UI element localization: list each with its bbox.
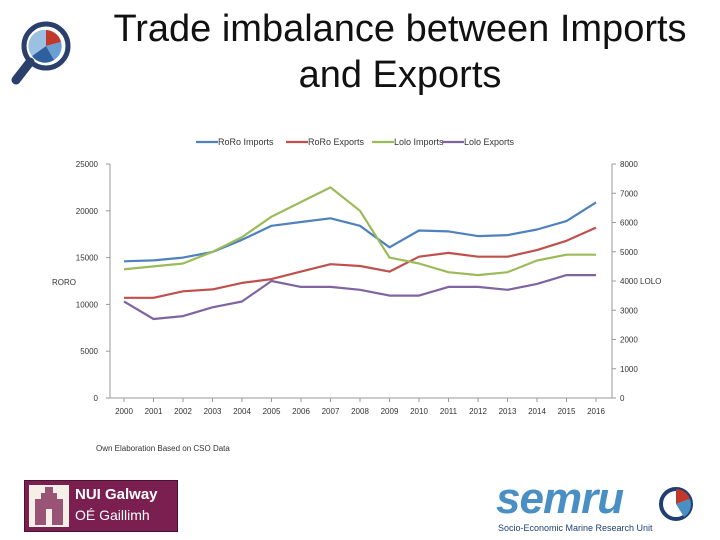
legend-label: RoRo Exports — [308, 137, 365, 147]
right-tick-label: 7000 — [620, 189, 638, 198]
right-tick-label: 0 — [620, 394, 625, 403]
x-tick-label: 2013 — [499, 407, 517, 416]
right-tick-label: 8000 — [620, 160, 638, 169]
series-line-roro-imports — [123, 201, 597, 263]
magnifier-logo-icon — [10, 12, 82, 92]
x-tick-label: 2003 — [204, 407, 222, 416]
semru-pie-icon — [659, 487, 693, 521]
nui-logo-line1: NUI Galway — [75, 486, 158, 503]
x-tick-label: 2011 — [440, 407, 458, 416]
left-tick-label: 0 — [94, 394, 99, 403]
nui-galway-logo: NUI Galway OÉ Gaillimh — [24, 480, 178, 532]
x-tick-label: 2010 — [410, 407, 428, 416]
right-tick-label: 2000 — [620, 336, 638, 345]
right-tick-label: 4000 LOLO — [620, 277, 661, 286]
chart-legend: RoRo Imports RoRo Exports Lolo Imports Lolo… — [196, 137, 515, 147]
left-axis-title: RORO — [52, 278, 76, 287]
right-tick-label: 3000 — [620, 306, 638, 315]
left-tick-label: 20000 — [76, 207, 99, 216]
legend-label: Lolo Exports — [464, 137, 515, 147]
x-tick-label: 2014 — [528, 407, 546, 416]
x-tick-label: 2004 — [233, 407, 251, 416]
x-tick-label: 2008 — [351, 407, 369, 416]
series-line-lolo-exports — [123, 274, 596, 321]
legend-label: RoRo Imports — [218, 137, 274, 147]
x-tick-label: 2012 — [469, 407, 487, 416]
right-tick-label: 1000 — [620, 365, 638, 374]
x-tick-label: 2005 — [263, 407, 281, 416]
x-tick-label: 2015 — [558, 407, 576, 416]
line-chart: RoRo Imports RoRo Exports Lolo Imports Lolo… — [52, 137, 661, 416]
x-tick-label: 2009 — [381, 407, 399, 416]
x-tick-label: 2016 — [587, 407, 605, 416]
semru-logo: semru Socio-Economic Marine Research Uni… — [494, 474, 704, 536]
nui-logo-line2: OÉ Gaillimh — [75, 507, 150, 523]
x-tick-label: 2007 — [322, 407, 340, 416]
left-tick-label: 15000 — [76, 254, 99, 263]
page-title: Trade imbalance between Imports and Expo… — [113, 8, 687, 96]
x-tick-label: 2002 — [174, 407, 192, 416]
left-tick-label: 10000 — [76, 300, 99, 309]
left-tick-label: 5000 — [80, 347, 98, 356]
legend-label: Lolo Imports — [394, 137, 444, 147]
source-note: Own Elaboration Based on CSO Data — [96, 444, 230, 453]
series-line-lolo-imports — [123, 186, 596, 277]
semru-logo-subtitle: Socio-Economic Marine Research Unit — [498, 523, 653, 533]
crest-icon — [29, 485, 69, 527]
right-tick-label: 6000 — [620, 219, 638, 228]
right-tick-label: 5000 — [620, 248, 638, 257]
semru-logo-word: semru — [496, 474, 624, 523]
x-tick-label: 2006 — [292, 407, 310, 416]
x-tick-label: 2001 — [145, 407, 163, 416]
series-line-roro-exports — [124, 226, 597, 299]
left-tick-label: 25000 — [76, 160, 99, 169]
x-tick-label: 2000 — [115, 407, 133, 416]
